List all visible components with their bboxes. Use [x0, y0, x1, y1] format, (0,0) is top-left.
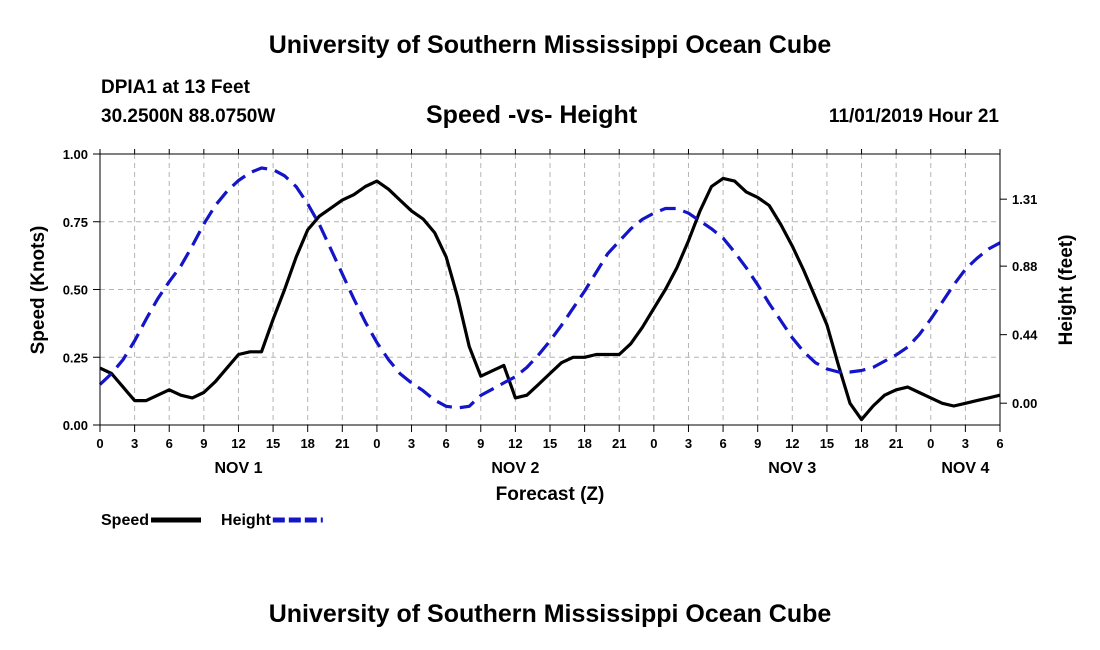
x-tick-label: 3 [962, 436, 969, 451]
y-tick-label: 0.75 [63, 215, 88, 230]
x-tick-label: 12 [785, 436, 799, 451]
x-tick-label: 0 [927, 436, 934, 451]
x-tick-label: 3 [685, 436, 692, 451]
day-label: NOV 3 [768, 460, 816, 477]
y-axis-title: Speed (Knots) [28, 226, 49, 355]
x-tick-label: 0 [96, 436, 103, 451]
y2-tick-label: 1.31 [1012, 192, 1037, 207]
x-tick-label: 21 [889, 436, 903, 451]
legend: Speed Height [101, 512, 323, 529]
x-tick-label: 9 [200, 436, 207, 451]
x-tick-label: 12 [508, 436, 522, 451]
y2-tick-label: 0.00 [1012, 396, 1037, 411]
series-line-speed [99, 176, 1001, 422]
datetime-label: 11/01/2019 Hour 21 [828, 106, 999, 127]
y-tick-label: 0.00 [63, 418, 88, 433]
x-axis-title: Forecast (Z) [496, 484, 605, 505]
x-tick-label: 6 [443, 436, 450, 451]
x-tick-label: 3 [408, 436, 415, 451]
series-line-height [98, 166, 1001, 410]
x-tick-label: 21 [612, 436, 626, 451]
y-tick-label: 0.25 [63, 350, 88, 365]
y2-axis-title: Height (feet) [1056, 235, 1077, 346]
x-tick-label: 6 [719, 436, 726, 451]
y2-tick-label: 0.44 [1012, 328, 1038, 343]
x-tick-label: 9 [477, 436, 484, 451]
coordinates-label: 30.2500N 88.0750W [101, 106, 276, 127]
x-tick-label: 0 [650, 436, 657, 451]
chart-title: Speed -vs- Height [426, 101, 638, 129]
legend-label-height: Height [221, 512, 271, 529]
y-tick-label: 1.00 [63, 147, 88, 162]
station-label: DPIA1 at 13 Feet [101, 77, 250, 98]
x-tick-label: 18 [854, 436, 868, 451]
x-tick-label: 18 [577, 436, 591, 451]
axes: 0 3 6 9 12 15 18 21 0 3 6 9 12 15 18 21 0 3 6 9 12 15 18 21 0 3 6N… [63, 147, 1038, 477]
footer-title: University of Southern Mississippi Ocean… [268, 600, 832, 628]
x-tick-label: 3 [131, 436, 138, 451]
x-tick-label: 18 [300, 436, 314, 451]
x-tick-label: 0 [373, 436, 380, 451]
x-tick-label: 6 [166, 436, 173, 451]
x-tick-label: 6 [996, 436, 1003, 451]
series-layer [98, 166, 1001, 422]
y2-tick-label: 0.88 [1012, 259, 1037, 274]
legend-label-speed: Speed [101, 512, 149, 529]
x-tick-label: 15 [820, 436, 834, 451]
x-tick-label: 21 [335, 436, 349, 451]
grid [100, 154, 1000, 425]
y-tick-label: 0.50 [63, 283, 88, 298]
page-title: University of Southern Mississippi Ocean… [268, 31, 832, 59]
day-label: NOV 4 [941, 460, 989, 477]
day-label: NOV 2 [491, 460, 539, 477]
x-tick-label: 15 [543, 436, 557, 451]
x-tick-label: 12 [231, 436, 245, 451]
x-tick-label: 9 [754, 436, 761, 451]
day-label: NOV 1 [214, 460, 262, 477]
x-tick-label: 15 [266, 436, 280, 451]
